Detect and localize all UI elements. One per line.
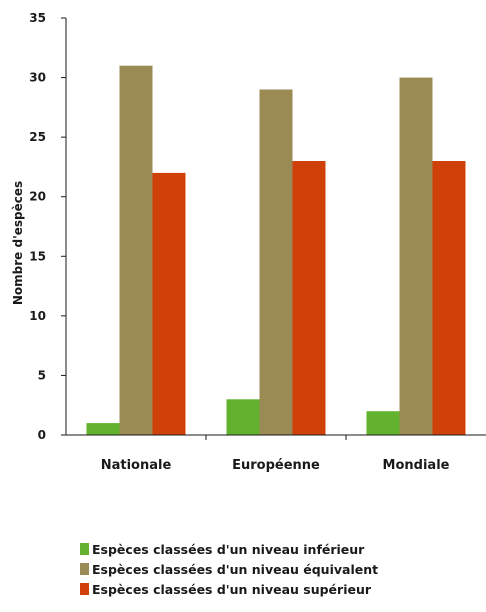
legend-swatch-2: [80, 583, 89, 595]
x-tick-label-1: Européenne: [232, 458, 320, 473]
legend: Espèces classées d'un niveau inférieur Es…: [80, 539, 378, 599]
y-tick-label-25: 25: [29, 130, 46, 144]
y-tick-label-15: 15: [29, 249, 46, 263]
axes-group: 0 5 10 15 20 25 30 35 Nationale Européenne Mondial…: [29, 11, 486, 473]
x-tick-label-0: Nationale: [101, 458, 172, 473]
bar-1-1: [259, 89, 293, 435]
y-tick-label-35: 35: [29, 11, 46, 25]
y-tick-label-0: 0: [38, 428, 46, 442]
legend-swatch-0: [80, 543, 89, 555]
legend-item-2: Espèces classées d'un niveau supérieur: [80, 579, 378, 599]
y-axis-title: Nombre d'espèces: [11, 181, 25, 305]
legend-item-0: Espèces classées d'un niveau inférieur: [80, 539, 378, 559]
bar-1-0: [226, 399, 260, 435]
y-tick-label-10: 10: [29, 309, 46, 323]
bar-2-2: [432, 161, 466, 435]
bar-1-2: [292, 161, 326, 435]
legend-swatch-1: [80, 563, 89, 575]
legend-label-1: Espèces classées d'un niveau équivalent: [92, 561, 379, 577]
y-tick-label-30: 30: [29, 71, 46, 85]
legend-label-0: Espèces classées d'un niveau inférieur: [92, 541, 365, 557]
bar-0-2: [152, 172, 186, 435]
y-tick-label-20: 20: [29, 190, 46, 204]
legend-item-1: Espèces classées d'un niveau équivalent: [80, 559, 378, 579]
legend-label-2: Espèces classées d'un niveau supérieur: [92, 581, 372, 597]
bar-2-1: [399, 77, 433, 435]
bar-0-0: [86, 423, 120, 435]
bar-2-0: [366, 411, 400, 435]
bars-group: [86, 65, 466, 435]
x-tick-label-2: Mondiale: [383, 458, 450, 473]
bar-0-1: [119, 65, 153, 435]
y-tick-label-5: 5: [38, 368, 46, 382]
